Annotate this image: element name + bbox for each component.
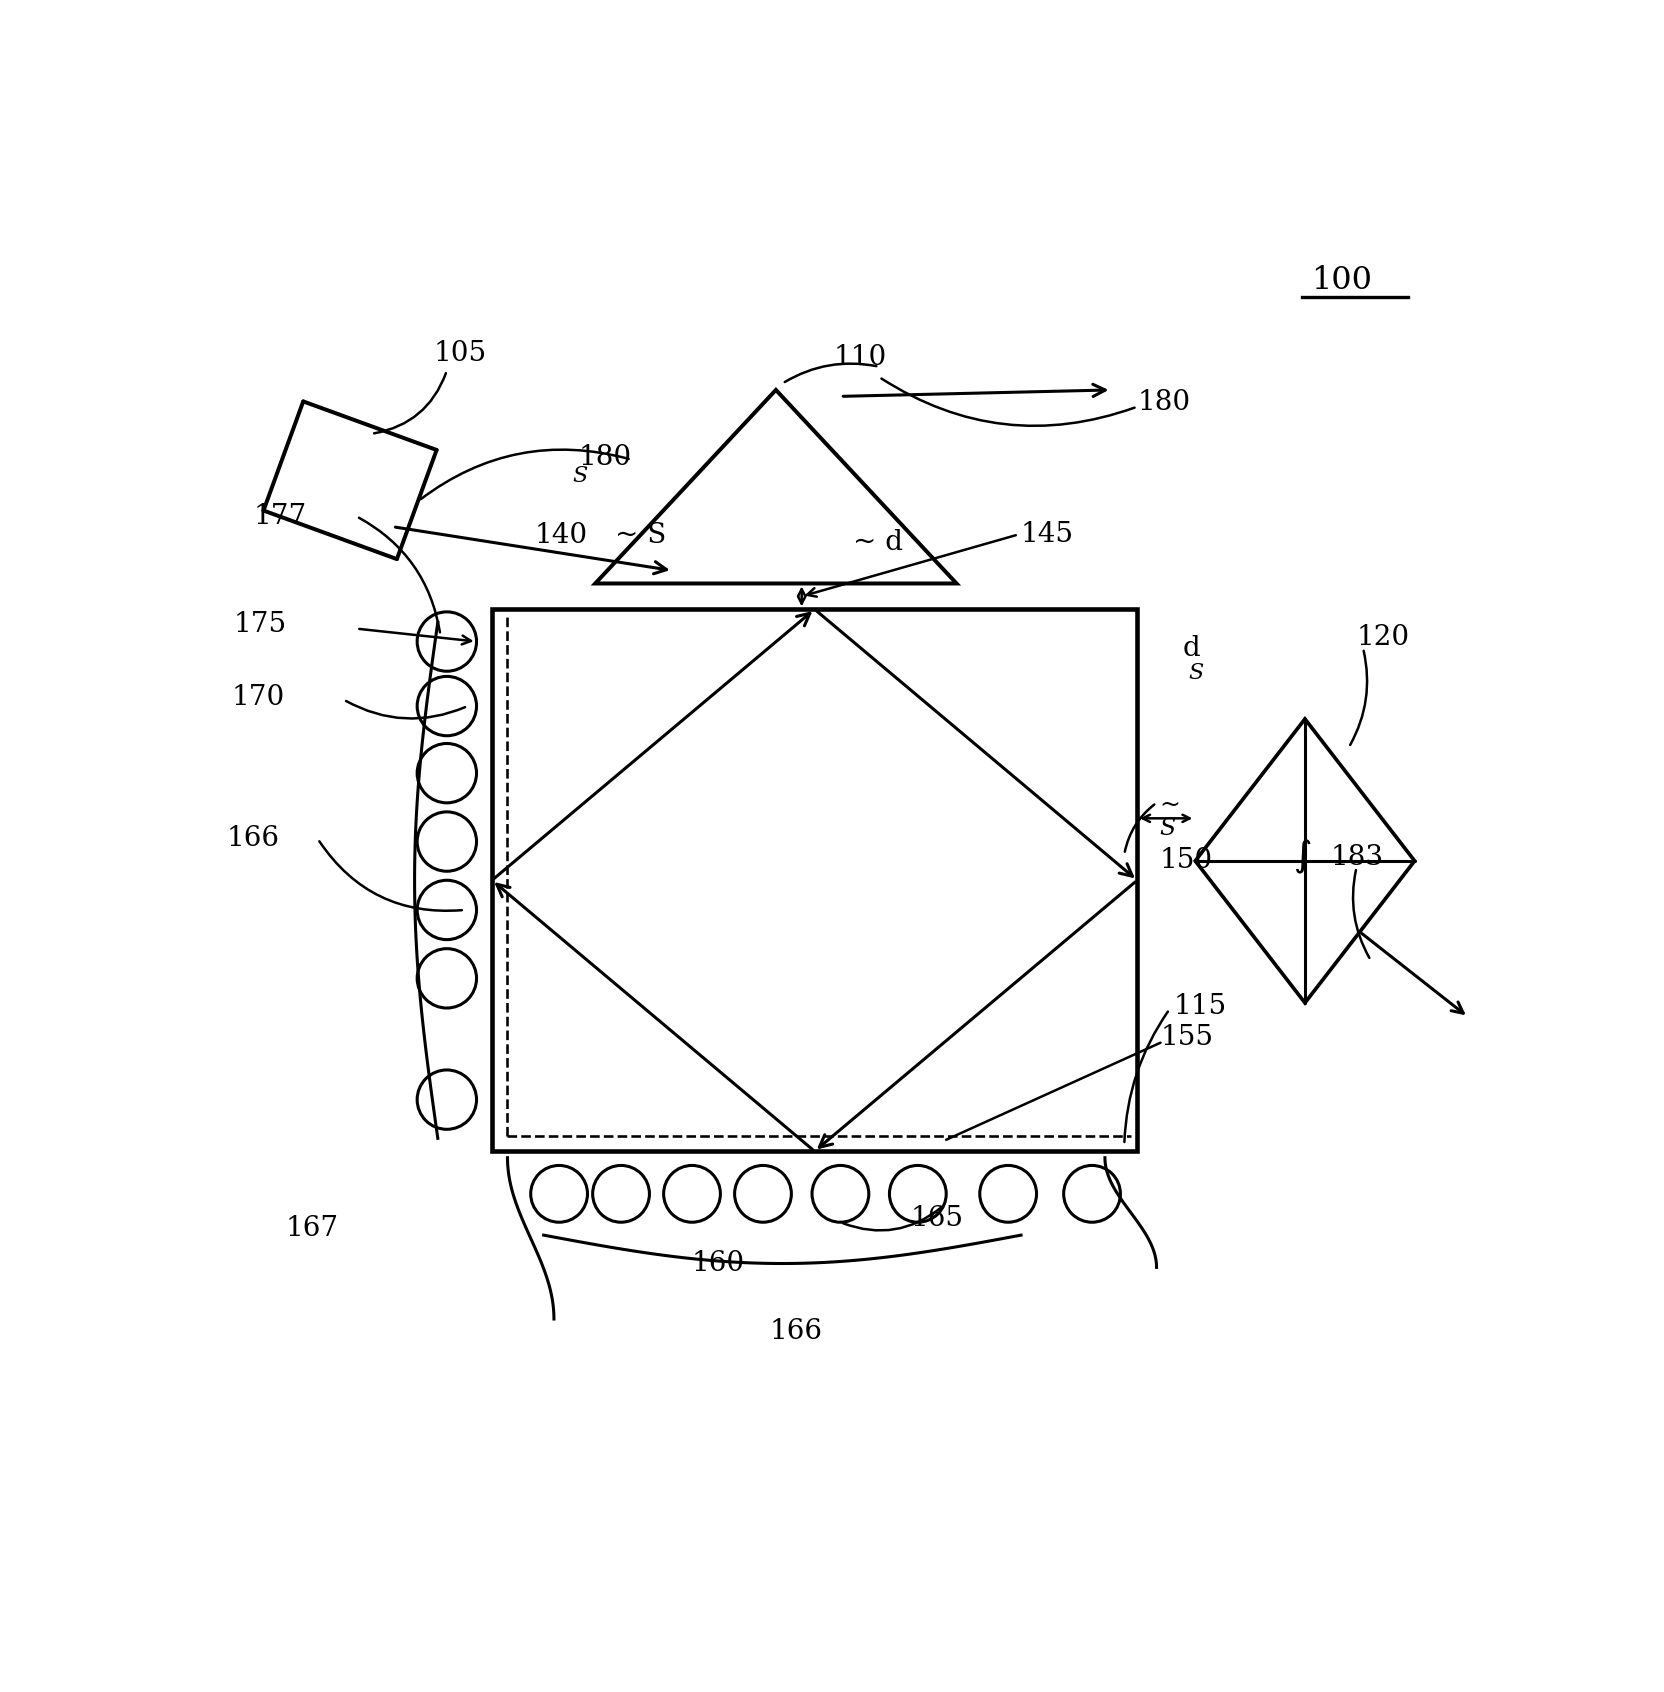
Text: ~ S: ~ S [614,523,666,550]
Bar [493,609,1137,1151]
Text: 150: 150 [1158,848,1211,875]
Text: d: d [1181,634,1200,662]
Text: 160: 160 [692,1250,745,1277]
Text: 180: 180 [577,443,631,470]
Text: ~: ~ [1158,794,1180,817]
Text: 155: 155 [1160,1024,1213,1051]
Text: 166: 166 [226,826,280,853]
Text: 145: 145 [1020,521,1073,548]
Text: ~ d: ~ d [852,528,904,555]
Text: S: S [1158,817,1175,841]
Text: 180: 180 [1137,389,1190,416]
Text: 165: 165 [910,1205,962,1232]
Text: 167: 167 [286,1215,338,1242]
Text: S: S [572,465,587,487]
Text: $\int$: $\int$ [1293,838,1311,876]
Text: 175: 175 [233,611,286,638]
Text: 140: 140 [534,523,587,550]
Text: 105: 105 [434,340,488,367]
Text: 170: 170 [231,684,285,711]
Text: S: S [1188,662,1203,684]
Text: 115: 115 [1173,993,1226,1020]
Text: 100: 100 [1311,264,1371,296]
Text: 110: 110 [834,343,887,371]
Text: 183: 183 [1330,844,1383,871]
Text: 120: 120 [1356,624,1409,651]
Text: 177: 177 [253,503,306,530]
Text: 166: 166 [769,1318,822,1345]
